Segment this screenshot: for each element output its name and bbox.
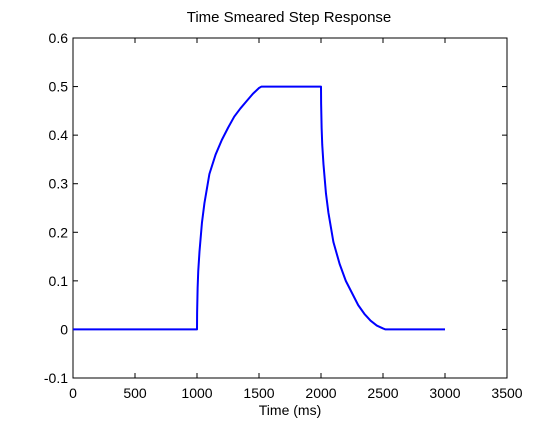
x-tick-label: 2500 — [367, 385, 398, 401]
axis-ticks — [72, 37, 508, 379]
y-tick-label: 0.6 — [49, 30, 69, 46]
axis-tick-labels: 0 500 1000 1500 2000 2500 3000 3500-0.100.10.20… — [44, 30, 523, 401]
x-tick-label: 3000 — [429, 385, 460, 401]
series-line — [73, 85, 445, 331]
x-tick-label: 3500 — [491, 385, 522, 401]
y-tick-label: 0 — [60, 321, 68, 337]
x-tick-label: 1500 — [243, 385, 274, 401]
x-tick-label: 0 — [69, 385, 77, 401]
y-tick-label: 0.3 — [49, 176, 69, 192]
x-tick-label: 2000 — [305, 385, 336, 401]
x-tick-label: 500 — [123, 385, 147, 401]
y-tick-label: -0.1 — [44, 370, 68, 386]
y-tick-label: 0.1 — [49, 273, 69, 289]
chart-title: Time Smeared Step Response — [187, 9, 392, 26]
y-tick-label: 0.4 — [49, 127, 69, 143]
plot-area — [72, 37, 508, 379]
y-tick-label: 0.2 — [49, 224, 69, 240]
y-tick-label: 0.5 — [49, 79, 69, 95]
x-axis-title: Time (ms) — [259, 402, 321, 418]
series-layer — [73, 85, 445, 331]
x-tick-label: 1000 — [181, 385, 212, 401]
